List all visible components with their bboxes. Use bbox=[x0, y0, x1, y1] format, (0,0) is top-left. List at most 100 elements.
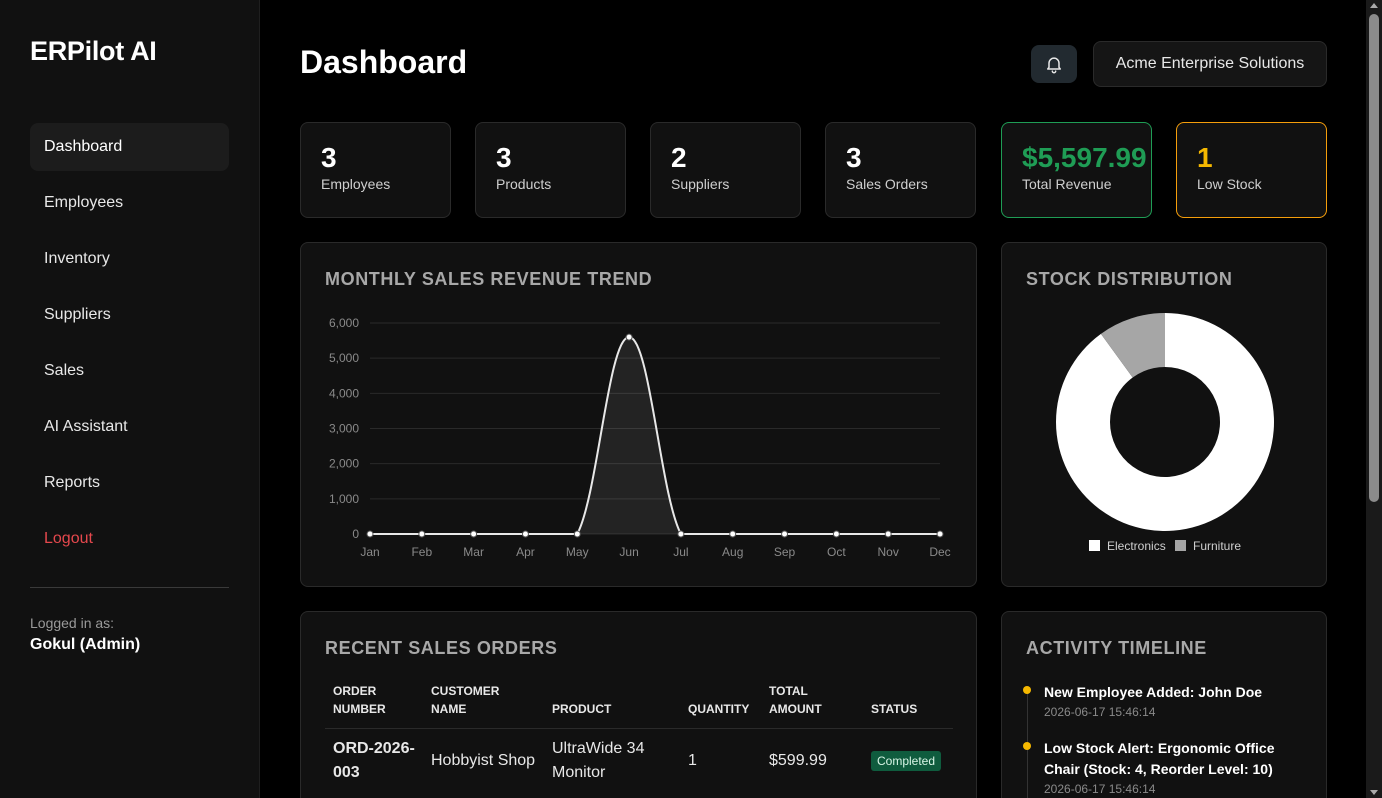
panel-title: STOCK DISTRIBUTION bbox=[1026, 269, 1233, 289]
orders-table: ORDER NUMBER CUSTOMER NAME PRODUCT QUANT… bbox=[325, 682, 953, 793]
total-amount-cell: $599.99 bbox=[769, 752, 827, 769]
data-point[interactable] bbox=[729, 530, 737, 538]
pie-slice[interactable] bbox=[1056, 313, 1274, 531]
sidebar-item-logout[interactable]: Logout bbox=[44, 530, 93, 547]
timeline-item: New Employee Added: John Doe 2026-06-17 … bbox=[1023, 682, 1306, 720]
sales-trend-chart: 0 1,000 2,000 3,000 4,000 5,000 6,000 Jan Feb Mar… bbox=[329, 316, 951, 559]
logged-in-label: Logged in as: bbox=[30, 615, 115, 631]
sidebar: ERPilot AI Dashboard Employees Inventory… bbox=[0, 0, 260, 798]
x-tick-label: Mar bbox=[463, 545, 484, 559]
recent-orders-panel: RECENT SALES ORDERS ORDER NUMBER CUSTOME… bbox=[300, 611, 977, 798]
x-tick-label: May bbox=[566, 545, 589, 559]
data-point[interactable] bbox=[832, 530, 840, 538]
logged-in-user: Gokul (Admin) bbox=[30, 636, 141, 653]
timeline-item: Low Stock Alert: Ergonomic Office Chair … bbox=[1023, 738, 1306, 797]
quantity-cell: 1 bbox=[688, 752, 697, 769]
data-point[interactable] bbox=[936, 530, 944, 538]
y-tick-label: 6,000 bbox=[329, 316, 359, 330]
product-cell: UltraWide 34 Monitor bbox=[552, 740, 645, 781]
sidebar-item-dashboard[interactable]: Dashboard bbox=[30, 123, 229, 171]
panel-title: MONTHLY SALES REVENUE TREND bbox=[325, 269, 653, 289]
stat-label: Products bbox=[496, 176, 552, 192]
panel-title: RECENT SALES ORDERS bbox=[325, 638, 558, 658]
timeline-item-time: 2026-06-17 15:46:14 bbox=[1044, 782, 1156, 796]
table-header-row: ORDER NUMBER CUSTOMER NAME PRODUCT QUANT… bbox=[325, 682, 953, 729]
stat-label: Employees bbox=[321, 176, 391, 192]
data-point[interactable] bbox=[366, 530, 374, 538]
page-scrollbar[interactable] bbox=[1366, 0, 1382, 798]
sidebar-item-employees[interactable]: Employees bbox=[44, 194, 124, 211]
timeline-item-title: New Employee Added: John Doe bbox=[1044, 684, 1263, 700]
column-header-total-amount: TOTAL AMOUNT bbox=[761, 682, 863, 729]
stat-value: 1 bbox=[1197, 142, 1213, 173]
scroll-down-arrow-icon[interactable] bbox=[1370, 790, 1378, 795]
sidebar-item-inventory[interactable]: Inventory bbox=[44, 250, 110, 267]
legend-swatch bbox=[1175, 540, 1186, 551]
timeline-dot bbox=[1023, 742, 1031, 750]
column-header-product: PRODUCT bbox=[544, 682, 680, 729]
column-header-status: STATUS bbox=[863, 682, 953, 729]
customer-name-cell: Hobbyist Shop bbox=[431, 752, 536, 769]
stat-card-low-stock: 1 Low Stock bbox=[1176, 122, 1327, 218]
legend-label: Electronics bbox=[1107, 539, 1166, 553]
data-point[interactable] bbox=[521, 530, 529, 538]
sidebar-item-reports[interactable]: Reports bbox=[44, 474, 101, 491]
y-tick-label: 3,000 bbox=[329, 422, 359, 436]
data-point[interactable] bbox=[418, 530, 426, 538]
stat-value: 3 bbox=[321, 142, 337, 173]
x-tick-label: Apr bbox=[516, 545, 535, 559]
sales-trend-panel: MONTHLY SALES REVENUE TREND 0 1,000 2,000 3… bbox=[300, 242, 977, 587]
x-tick-label: Jun bbox=[619, 545, 638, 559]
column-header-order-number: ORDER NUMBER bbox=[325, 682, 423, 729]
sidebar-item-suppliers[interactable]: Suppliers bbox=[44, 306, 111, 323]
stat-label: Sales Orders bbox=[846, 176, 928, 192]
scrollbar-thumb[interactable] bbox=[1369, 14, 1379, 502]
x-tick-label: Oct bbox=[827, 545, 846, 559]
data-point[interactable] bbox=[884, 530, 892, 538]
stat-label: Suppliers bbox=[671, 176, 730, 192]
y-tick-label: 2,000 bbox=[329, 457, 359, 471]
stat-card-sales-orders: 3 Sales Orders bbox=[825, 122, 976, 218]
data-point[interactable] bbox=[677, 530, 685, 538]
stat-card-suppliers: 2 Suppliers bbox=[650, 122, 801, 218]
data-point[interactable] bbox=[625, 333, 633, 341]
panel-title: ACTIVITY TIMELINE bbox=[1026, 638, 1207, 658]
activity-timeline: New Employee Added: John Doe 2026-06-17 … bbox=[1023, 682, 1306, 798]
data-point[interactable] bbox=[573, 530, 581, 538]
stat-value: 3 bbox=[496, 142, 512, 173]
stat-card-products: 3 Products bbox=[475, 122, 626, 218]
x-tick-label: Aug bbox=[722, 545, 743, 559]
order-number-cell: ORD-2026-003 bbox=[333, 740, 415, 781]
stat-card-employees: 3 Employees bbox=[300, 122, 451, 218]
x-tick-label: Feb bbox=[411, 545, 432, 559]
series-area bbox=[370, 337, 940, 534]
x-tick-label: Dec bbox=[929, 545, 950, 559]
y-tick-label: 1,000 bbox=[329, 492, 359, 506]
sidebar-divider bbox=[30, 587, 229, 588]
timeline-item-time: 2026-06-17 15:46:14 bbox=[1044, 705, 1156, 719]
y-tick-label: 4,000 bbox=[329, 386, 359, 400]
status-cell: Completed bbox=[863, 729, 953, 794]
sidebar-item-ai-assistant[interactable]: AI Assistant bbox=[44, 418, 128, 435]
x-tick-label: Sep bbox=[774, 545, 796, 559]
scroll-up-arrow-icon[interactable] bbox=[1370, 3, 1378, 8]
data-point[interactable] bbox=[781, 530, 789, 538]
status-badge: Completed bbox=[871, 751, 942, 771]
x-tick-label: Nov bbox=[878, 545, 899, 559]
stat-card-total-revenue: $5,597.99 Total Revenue bbox=[1001, 122, 1152, 218]
stat-label: Low Stock bbox=[1197, 176, 1262, 192]
timeline-dot bbox=[1023, 686, 1031, 694]
timeline-item-title: Low Stock Alert: Ergonomic Office Chair … bbox=[1044, 740, 1275, 777]
notifications-button[interactable] bbox=[1031, 45, 1077, 83]
stat-value: $5,597.99 bbox=[1022, 142, 1147, 173]
column-header-quantity: QUANTITY bbox=[680, 682, 761, 729]
legend-label: Furniture bbox=[1193, 539, 1241, 553]
sidebar-item-sales[interactable]: Sales bbox=[44, 362, 85, 379]
pie-slice[interactable] bbox=[1100, 313, 1165, 378]
table-row[interactable]: ORD-2026-003 Hobbyist Shop UltraWide 34 … bbox=[325, 729, 953, 794]
company-selector-button[interactable]: Acme Enterprise Solutions bbox=[1093, 41, 1327, 87]
bell-icon bbox=[1047, 57, 1061, 74]
column-header-customer-name: CUSTOMER NAME bbox=[423, 682, 544, 729]
legend-swatch bbox=[1089, 540, 1100, 551]
data-point[interactable] bbox=[470, 530, 478, 538]
